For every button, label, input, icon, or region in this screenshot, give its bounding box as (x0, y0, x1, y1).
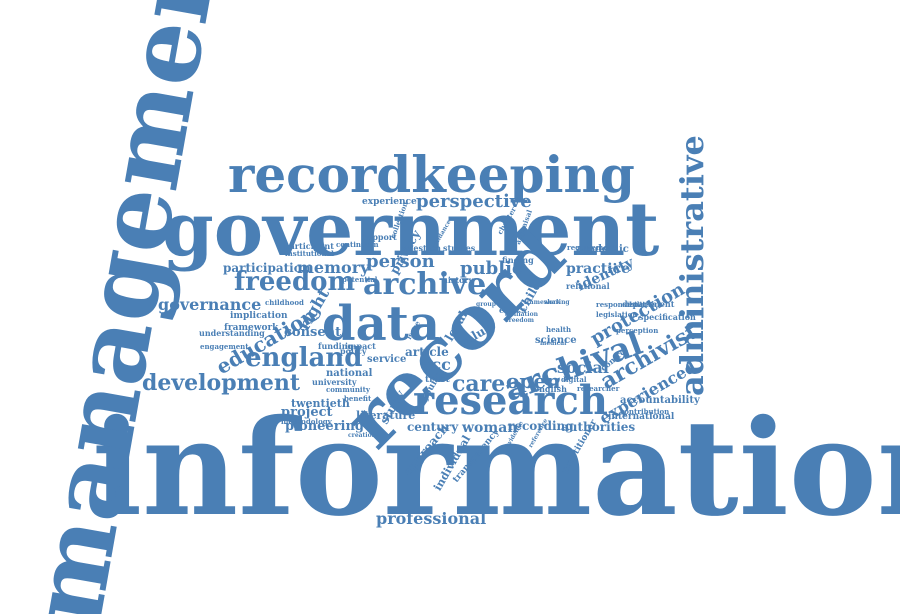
cloud-word-consent: consent (284, 325, 342, 340)
cloud-word-impact: impact (345, 341, 376, 351)
cloud-word-accountability: accountability (620, 395, 700, 406)
cloud-word-government: government (162, 187, 660, 273)
cloud-word-group: group (476, 301, 496, 308)
cloud-word-affiliation: affiliation (505, 311, 538, 318)
cloud-word-participation: participation (223, 261, 311, 275)
cloud-word-administrative: administrative (673, 135, 711, 396)
cloud-word-benefit: benefit (344, 394, 372, 403)
cloud-word-potential: potential (342, 275, 378, 284)
cloud-word-medical: medical (540, 340, 567, 347)
cloud-word-implication: implication (230, 311, 288, 321)
cloud-word-archive: archive (363, 267, 487, 302)
cloud-word-requirement: requirement (567, 243, 617, 252)
cloud-word-woman: woman (462, 420, 518, 436)
cloud-word-recordkeeping: recordkeeping (228, 145, 635, 204)
cloud-word-understanding: understanding (199, 328, 265, 338)
cloud-word-framework-2: framework (524, 299, 561, 306)
cloud-word-community: community (326, 385, 370, 394)
cloud-word-national: national (326, 368, 373, 379)
cloud-word-continuum: continuum (336, 240, 379, 249)
cloud-word-researcher: researcher (577, 384, 620, 393)
cloud-word-framework: framework (224, 323, 279, 333)
cloud-word-academic: academic (576, 244, 629, 255)
cloud-word-engagement: engagement (200, 342, 249, 351)
cloud-word-science: science (535, 335, 577, 346)
cloud-word-funding: funding (318, 341, 354, 351)
cloud-word-english: english (534, 384, 567, 394)
cloud-word-childhood: childhood (265, 298, 304, 307)
cloud-word-social: social (557, 358, 609, 377)
cloud-word-acc: acc (421, 355, 451, 374)
cloud-word-specification: specification (639, 312, 696, 322)
cloud-word-twentieth: twentieth (291, 397, 350, 410)
cloud-word-studies: studies (443, 243, 476, 253)
cloud-word-pioneering: pioneering (285, 419, 365, 434)
cloud-word-legislation: legislation (596, 310, 638, 319)
cloud-word-care: care (452, 371, 506, 397)
cloud-word-public: public (460, 258, 523, 279)
cloud-word-professional: professional (376, 509, 487, 528)
cloud-word-university: university (312, 377, 357, 387)
cloud-word-history: history (442, 275, 474, 285)
cloud-word-relational: relational (566, 281, 610, 291)
cloud-word-trust: trust (425, 375, 450, 385)
cloud-word-england: england (245, 343, 363, 373)
cloud-word-department: department (622, 299, 675, 309)
cloud-word-responsibilities: responsibilities (596, 300, 657, 309)
cloud-word-perception: perception (616, 326, 659, 335)
cloud-word-experience: experience (362, 197, 417, 207)
cloud-word-governance: governance (158, 295, 262, 314)
cloud-word-memory: memory (297, 258, 370, 277)
cloud-word-ethics: ethics (499, 305, 527, 315)
cloud-word-freedom: freedom (234, 267, 355, 297)
cloud-word-authorities: authorities (561, 420, 636, 434)
cloud-word-sharing: sharing (544, 299, 570, 306)
cloud-word-digital: digital (561, 375, 587, 384)
cloud-word-creation: creation (348, 432, 376, 439)
cloud-word-development: development (142, 370, 301, 396)
cloud-word-finding: finding (502, 255, 534, 265)
cloud-word-perspective: perspective (416, 191, 532, 212)
cloud-word-information: information (92, 391, 900, 546)
cloud-word-century: century (407, 420, 459, 434)
cloud-word-freedom-2: freedom (506, 317, 534, 324)
cloud-word-support: support (362, 232, 397, 242)
cloud-word-international: international (608, 412, 675, 422)
cloud-word-literature: literature (356, 409, 416, 422)
cloud-word-health: health (546, 325, 572, 334)
cloud-word-service: service (367, 354, 407, 365)
cloud-word-article: article (405, 345, 449, 359)
cloud-word-institutional: institutional (285, 249, 334, 258)
cloud-word-data: data (322, 296, 440, 352)
cloud-word-contribution: contribution (620, 407, 670, 416)
cloud-word-methodology: methodology (281, 417, 332, 426)
cloud-word-person: person (366, 251, 435, 272)
cloud-word-policy: policy (340, 346, 367, 356)
cloud-word-recording: recording (508, 419, 574, 433)
cloud-word-practice: practice (566, 261, 630, 277)
cloud-word-participant: participant (284, 241, 334, 251)
cloud-word-question: question (402, 243, 441, 253)
cloud-word-research: research (413, 377, 608, 424)
cloud-word-project: project (281, 405, 333, 420)
cloud-word-open: open (506, 369, 561, 393)
